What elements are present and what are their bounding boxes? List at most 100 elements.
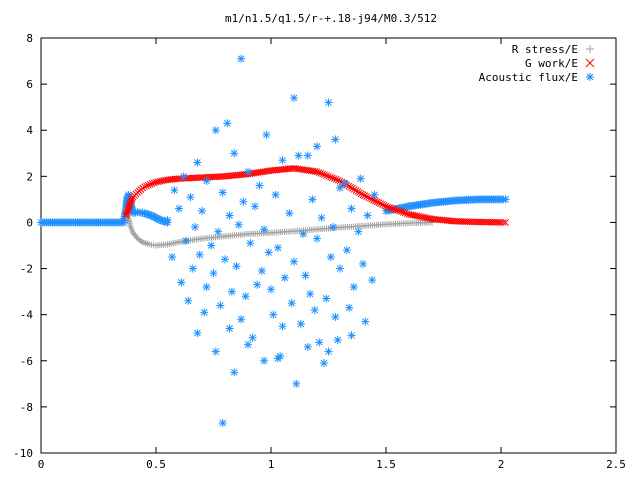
- acoustic-flux-point: [227, 287, 236, 296]
- acoustic-flux-point: [306, 289, 315, 298]
- acoustic-flux-point: [308, 195, 317, 204]
- g-work-point: [380, 202, 388, 209]
- acoustic-flux-point: [237, 54, 246, 63]
- acoustic-flux-point: [349, 283, 358, 291]
- y-tick-label: 8: [26, 32, 33, 45]
- acoustic-flux-point: [237, 315, 246, 324]
- acoustic-flux-point: [218, 419, 227, 428]
- y-tick-label: 4: [26, 124, 33, 137]
- acoustic-flux-point: [368, 276, 377, 285]
- g-work-point: [332, 176, 340, 183]
- x-tick-label: 0: [38, 458, 45, 471]
- g-work-point: [317, 169, 325, 177]
- acoustic-flux-point: [193, 329, 202, 338]
- g-work-point: [397, 208, 405, 216]
- legend-label: G work/E: [525, 57, 578, 70]
- acoustic-flux-point: [175, 204, 183, 213]
- acoustic-flux-point: [278, 156, 287, 165]
- acoustic-flux-point: [273, 354, 282, 363]
- g-work-point: [323, 172, 330, 179]
- acoustic-flux-point: [202, 283, 211, 291]
- acoustic-flux-point: [184, 296, 193, 305]
- g-work-point: [382, 202, 390, 210]
- g-work-point: [375, 199, 383, 207]
- x-tick-label: 2.5: [606, 458, 626, 471]
- g-work-point: [499, 219, 507, 226]
- acoustic-flux-point: [267, 285, 275, 294]
- g-work-point: [401, 209, 409, 217]
- acoustic-flux-scatter: [163, 54, 379, 428]
- plot-frame: [40, 37, 617, 454]
- acoustic-flux-point: [315, 338, 324, 347]
- acoustic-flux-point: [292, 379, 301, 388]
- g-work-point: [377, 200, 385, 207]
- g-work-point: [328, 174, 336, 182]
- acoustic-flux-point: [501, 195, 510, 204]
- acoustic-flux-point: [260, 225, 269, 234]
- g-work-point: [146, 181, 154, 188]
- acoustic-flux-point: [359, 259, 367, 268]
- g-work-point: [502, 219, 509, 226]
- legend-label: Acoustic flux/E: [479, 71, 578, 84]
- legend-marker: [586, 73, 594, 81]
- g-work-point: [384, 203, 392, 211]
- acoustic-flux-point: [296, 319, 305, 328]
- acoustic-flux-point: [244, 167, 252, 176]
- legend-label: R stress/E: [512, 43, 578, 56]
- g-work-point: [141, 183, 148, 191]
- y-tick-label: -10: [13, 447, 33, 460]
- acoustic-flux-point: [319, 359, 328, 368]
- g-work-point: [143, 182, 150, 190]
- acoustic-flux-point: [168, 253, 177, 262]
- y-tick-label: 0: [26, 216, 33, 229]
- g-work-point: [144, 181, 152, 189]
- acoustic-flux-point: [336, 183, 344, 192]
- acoustic-flux-point: [191, 223, 200, 232]
- g-work-point: [311, 168, 319, 175]
- acoustic-flux-point: [347, 204, 356, 213]
- acoustic-flux-point: [285, 209, 294, 218]
- acoustic-flux-point: [290, 93, 298, 102]
- acoustic-flux-point: [280, 273, 289, 282]
- acoustic-flux-point: [223, 119, 232, 128]
- x-tick-label: 1.5: [376, 458, 396, 471]
- g-work-point: [325, 172, 332, 180]
- acoustic-flux-point: [250, 202, 259, 211]
- acoustic-flux-point: [177, 278, 186, 287]
- acoustic-flux-point: [336, 264, 344, 273]
- acoustic-flux-point: [255, 181, 264, 190]
- acoustic-flux-point: [186, 193, 195, 202]
- acoustic-flux-point: [290, 257, 298, 266]
- acoustic-flux-point: [193, 158, 202, 167]
- acoustic-flux-point: [313, 234, 321, 243]
- acoustic-flux-point: [303, 342, 312, 351]
- g-work-point: [372, 197, 379, 205]
- acoustic-flux-point: [198, 206, 206, 215]
- acoustic-flux-point: [322, 294, 331, 303]
- g-work-point: [330, 175, 338, 182]
- acoustic-flux-point: [253, 280, 262, 289]
- g-work-point: [148, 180, 156, 187]
- acoustic-flux-point: [333, 336, 342, 345]
- acoustic-flux-point: [313, 142, 321, 151]
- acoustic-flux-point: [299, 229, 308, 238]
- g-work-point: [313, 168, 321, 176]
- g-work-point: [396, 207, 403, 215]
- acoustic-flux-point: [181, 236, 190, 245]
- acoustic-flux-point: [324, 98, 333, 107]
- acoustic-flux-point: [170, 186, 179, 195]
- acoustic-flux-point: [363, 211, 372, 220]
- g-work-point: [128, 195, 136, 202]
- g-work-point: [363, 193, 370, 200]
- acoustic-flux-point: [310, 306, 319, 315]
- g-work-point: [319, 170, 327, 178]
- acoustic-flux-point: [326, 253, 335, 262]
- legend-marker: [585, 58, 595, 68]
- acoustic-flux-point: [232, 262, 241, 271]
- g-work-point: [334, 176, 342, 184]
- g-work-point: [359, 191, 367, 199]
- y-tick-labels: -10 -8 -6 -4 -2 0 2 4 6 8: [13, 32, 33, 460]
- acoustic-flux-point: [273, 243, 282, 252]
